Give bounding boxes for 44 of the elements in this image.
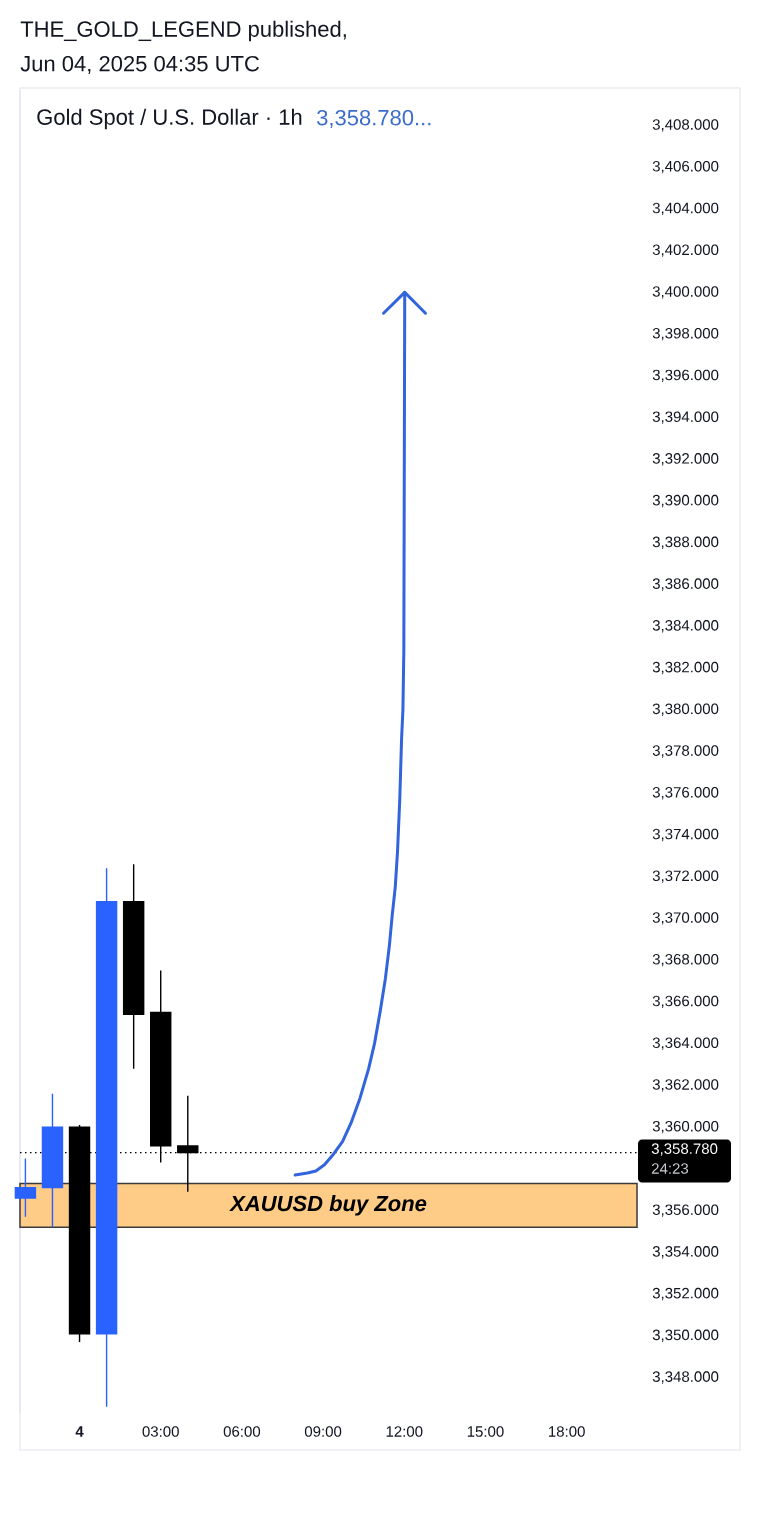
ref-line-label: 3,358.780 xyxy=(651,1143,718,1156)
y-tick-label: 3,362.000 xyxy=(652,1079,719,1092)
y-tick-label: 3,390.000 xyxy=(652,494,719,508)
text: Gold Spot / U.S. Dollar · 1h xyxy=(37,108,302,130)
x-tick-label: 09:00 xyxy=(304,1426,342,1437)
y-tick-label: 3,380.000 xyxy=(652,703,719,716)
y-tick-label: 3,376.000 xyxy=(652,787,719,800)
y-tick-label: 3,374.000 xyxy=(652,828,719,842)
y-tick-label: 3,398.000 xyxy=(652,327,719,341)
annotation: 3,358.780... xyxy=(316,109,431,129)
y-tick-label: 3,400.000 xyxy=(652,286,719,299)
text: Jun 04, 2025 04:35 UTC xyxy=(20,55,260,75)
y-tick-label: 3,352.000 xyxy=(652,1287,719,1301)
y-tick-label: 3,382.000 xyxy=(652,661,719,675)
y-tick-label: 3,348.000 xyxy=(652,1371,719,1384)
x-tick-label: 12:00 xyxy=(386,1426,423,1437)
y-tick-label: 3,372.000 xyxy=(652,870,719,883)
y-tick-label: 3,392.000 xyxy=(652,453,719,466)
y-tick-label: 3,384.000 xyxy=(652,620,719,633)
y-tick-label: 3,402.000 xyxy=(652,244,719,257)
y-tick-label: 3,368.000 xyxy=(652,953,719,967)
y-tick-label: 3,364.000 xyxy=(652,1037,719,1050)
text: 24:23 xyxy=(651,1163,689,1174)
text: THE_GOLD_LEGEND published, xyxy=(20,20,346,42)
y-tick-label: 3,354.000 xyxy=(652,1246,719,1259)
x-tick-label: 06:00 xyxy=(223,1426,261,1437)
y-tick-label: 3,406.000 xyxy=(652,160,719,174)
y-tick-label: 3,378.000 xyxy=(652,745,719,758)
y-tick-label: 3,370.000 xyxy=(652,912,719,925)
y-tick-label: 3,350.000 xyxy=(652,1329,719,1342)
y-tick-label: 3,396.000 xyxy=(652,369,719,383)
y-tick-label: 3,360.000 xyxy=(652,1120,719,1134)
y-tick-label: 3,404.000 xyxy=(652,202,719,216)
x-tick-label: 4 xyxy=(75,1426,84,1437)
y-tick-label: 3,356.000 xyxy=(652,1204,719,1217)
y-tick-label: 3,366.000 xyxy=(652,995,719,1009)
y-tick-label: 3,394.000 xyxy=(652,411,719,424)
y-tick-label: 3,388.000 xyxy=(652,536,719,549)
x-tick-label: 18:00 xyxy=(549,1426,585,1437)
band-label: XAUUSD buy Zone xyxy=(229,1195,427,1216)
x-tick-label: 03:00 xyxy=(142,1426,179,1437)
y-tick-label: 3,408.000 xyxy=(652,119,719,132)
x-tick-label: 15:00 xyxy=(467,1426,504,1437)
y-tick-label: 3,386.000 xyxy=(652,578,719,591)
